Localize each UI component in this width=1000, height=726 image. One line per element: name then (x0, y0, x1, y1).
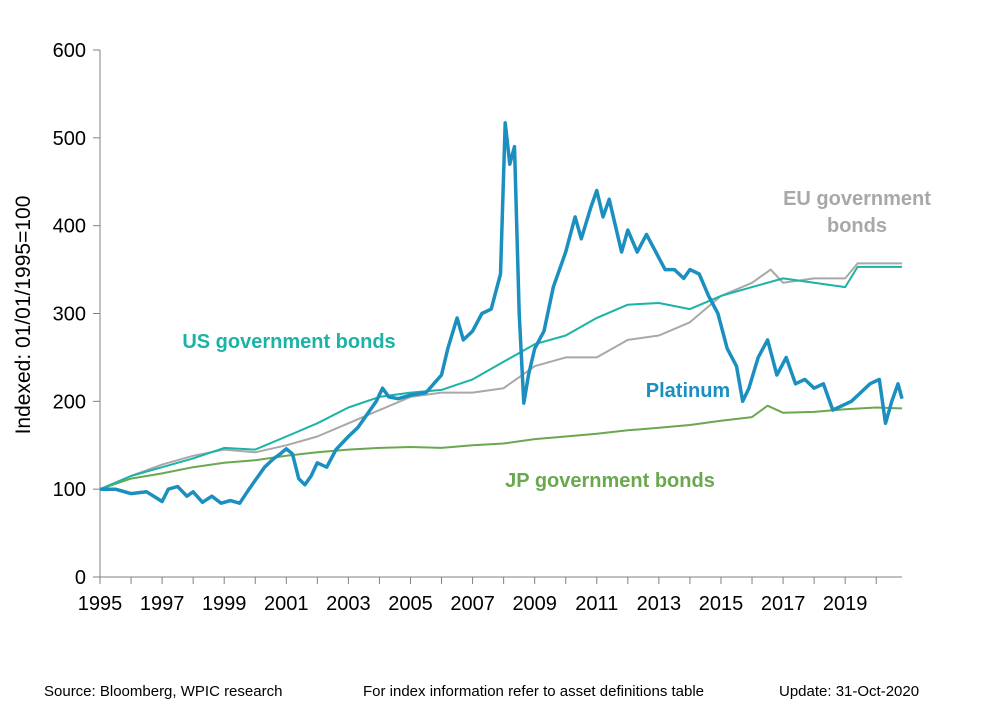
y-tick-label: 100 (53, 479, 86, 501)
y-tick-label: 200 (53, 391, 86, 413)
x-tick-label: 2019 (823, 593, 868, 615)
series-layer (99, 121, 904, 505)
series-line-us-government-bonds (99, 265, 902, 491)
update-date: Update: 31-Oct-2020 (779, 683, 920, 700)
x-tick-label: 2017 (761, 593, 806, 615)
x-tick-label: 1999 (202, 593, 247, 615)
series-line-jp-government-bonds (99, 404, 903, 491)
x-tick-label: 2013 (637, 593, 682, 615)
x-tick-label: 2005 (388, 593, 433, 615)
series-line-eu-government-bonds (99, 262, 902, 491)
y-tick-label: 600 (53, 40, 86, 62)
x-tick-label: 1997 (140, 593, 185, 615)
x-tick-label: 2001 (264, 593, 309, 615)
y-axis-label: Indexed: 01/01/1995=100 (12, 196, 35, 435)
series-label-eu: EU government (783, 188, 931, 210)
series-label-jp: JP government bonds (505, 470, 715, 492)
x-tick-label: 2003 (326, 593, 371, 615)
x-tick-label: 2015 (699, 593, 744, 615)
y-tick-label: 300 (53, 304, 86, 326)
x-tick-label: 2007 (450, 593, 495, 615)
x-tick-label: 1995 (78, 593, 123, 615)
source-note: Source: Bloomberg, WPIC research (44, 683, 283, 700)
series-label-platinum: Platinum (646, 380, 730, 402)
y-tick-label: 0 (75, 567, 86, 589)
axes: 0 100 200 300 400 500 600 1995 1997 1999 2001 2003 2… (53, 40, 902, 615)
y-tick-label: 500 (53, 128, 86, 150)
index-info-note: For index information refer to asset def… (363, 683, 705, 700)
x-tick-label: 2011 (575, 593, 618, 615)
y-tick-label: 400 (53, 216, 86, 238)
x-tick-label: 2009 (512, 593, 557, 615)
line-chart: 0 100 200 300 400 500 600 1995 1997 1999 2001 2003 2… (12, 40, 931, 615)
series-label-eu: bonds (827, 215, 887, 237)
series-line-platinum (100, 121, 904, 505)
series-labels: EU government bonds US government bonds Pla… (182, 188, 931, 492)
series-label-us: US government bonds (182, 331, 395, 353)
